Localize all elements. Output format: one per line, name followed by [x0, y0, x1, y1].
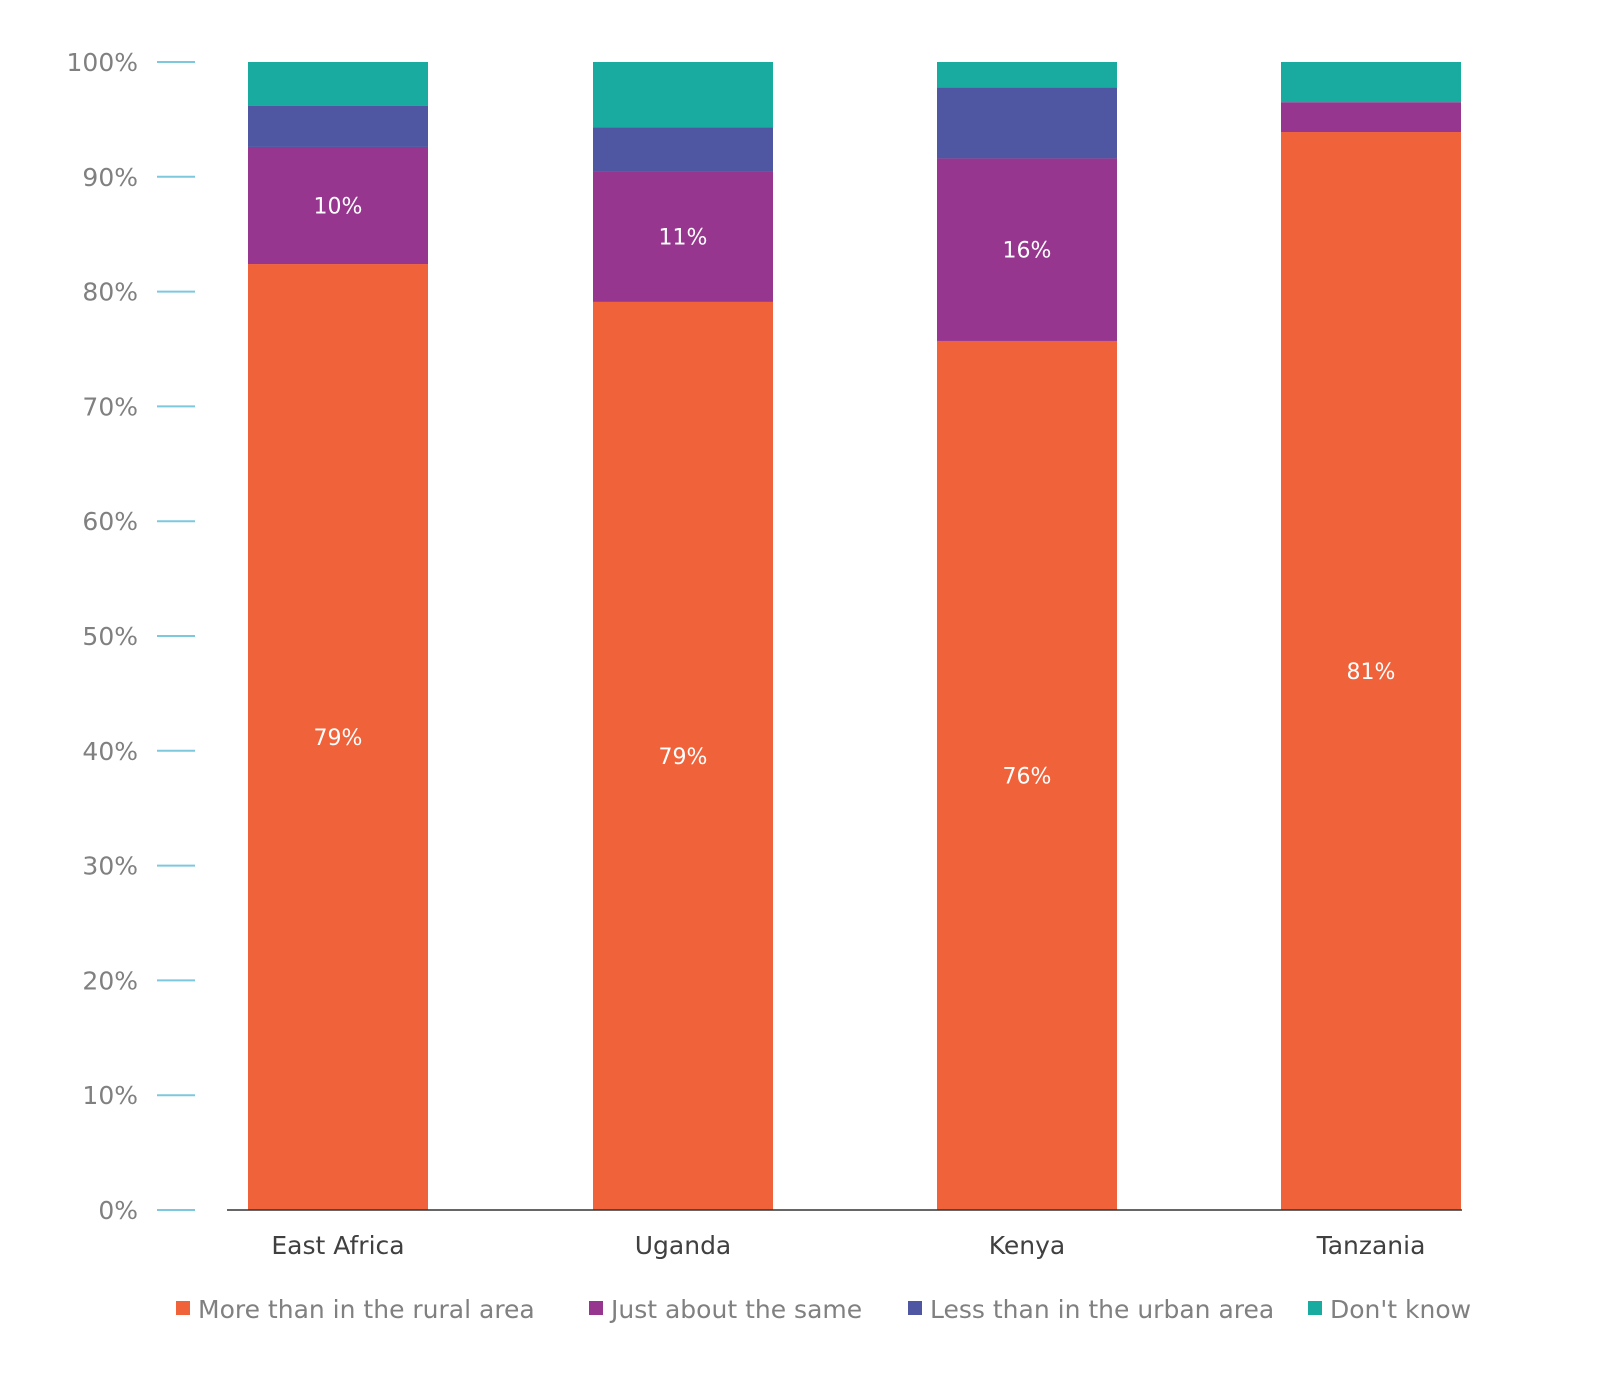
y-tick-label: 90%: [82, 163, 138, 192]
x-tick-label: Tanzania: [1316, 1231, 1426, 1260]
legend-swatch: [176, 1301, 190, 1315]
bar-segment: [1281, 132, 1461, 1211]
y-tick-label: 20%: [82, 966, 138, 995]
legend-label: Just about the same: [609, 1295, 862, 1324]
legend-label: Less than in the urban area: [930, 1295, 1274, 1324]
data-label: 16%: [1003, 239, 1052, 264]
y-tick-label: 100%: [67, 48, 138, 77]
legend-swatch: [589, 1301, 603, 1315]
bar-segment: [248, 146, 428, 265]
bar-segment: [593, 301, 773, 1210]
legend-label: Don't know: [1330, 1295, 1471, 1324]
bar-segment: [593, 171, 773, 302]
legend-swatch: [908, 1301, 922, 1315]
y-tick-label: 60%: [82, 507, 138, 536]
legend-swatch: [1308, 1301, 1322, 1315]
bar-segment: [937, 158, 1117, 341]
bar-segment: [593, 127, 773, 172]
data-label: 79%: [659, 745, 708, 770]
data-label: 81%: [1347, 660, 1396, 685]
y-tick-label: 30%: [82, 852, 138, 881]
x-tick-label: Kenya: [989, 1231, 1066, 1260]
bar-segment: [1281, 62, 1461, 103]
data-label: 10%: [314, 195, 363, 220]
bar-segment: [248, 62, 428, 106]
bar-segment: [593, 62, 773, 128]
y-tick-label: 10%: [82, 1081, 138, 1110]
bar-segment: [937, 340, 1117, 1210]
y-tick-label: 0%: [98, 1196, 138, 1225]
y-tick-label: 40%: [82, 737, 138, 766]
y-tick-label: 50%: [82, 622, 138, 651]
bar-segment: [937, 87, 1117, 159]
x-tick-label: Uganda: [635, 1231, 732, 1260]
bar-segment: [248, 105, 428, 147]
data-label: 76%: [1003, 764, 1052, 789]
data-label: 11%: [659, 225, 708, 250]
legend-label: More than in the rural area: [198, 1295, 535, 1324]
data-label: 79%: [314, 726, 363, 751]
y-tick-label: 80%: [82, 278, 138, 307]
bar-segment: [1281, 102, 1461, 133]
x-tick-label: East Africa: [271, 1231, 404, 1260]
bar-segment: [248, 264, 428, 1211]
y-tick-label: 70%: [82, 392, 138, 421]
bar-segment: [937, 62, 1117, 88]
